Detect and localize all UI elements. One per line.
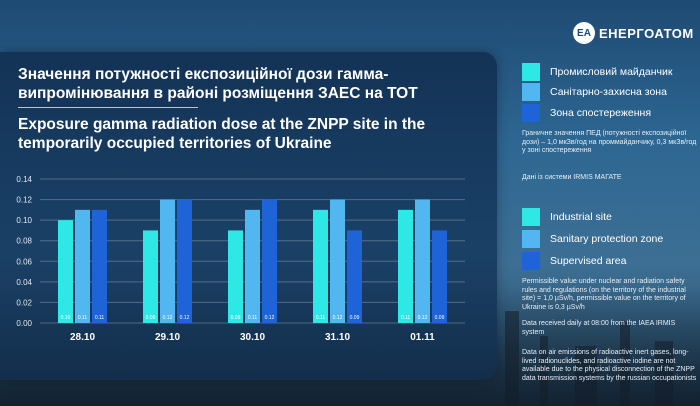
energoatom-logo: EA ЕНЕРГОАТОМ: [573, 22, 694, 44]
note-source-ua: Дані із системи IRMIS МАГАТЕ: [522, 174, 622, 181]
bar: [347, 230, 362, 323]
logo-text: ЕНЕРГОАТОМ: [599, 25, 694, 41]
bar-value-label: 0.09: [350, 315, 360, 321]
x-tick-label: 29.10: [155, 332, 180, 343]
bar-value-label: 0.11: [95, 315, 105, 321]
legend-item-supervised-en: Supervised area: [522, 252, 626, 270]
x-tick-label: 28.10: [70, 332, 95, 343]
x-tick-label: 31.10: [325, 332, 350, 343]
x-tick-label: 30.10: [240, 332, 265, 343]
note-limits-ua: Граничне значення ПЕД (потужності експоз…: [522, 130, 697, 154]
bar-value-label: 0.11: [78, 315, 88, 321]
bar-value-label: 0.12: [163, 315, 173, 321]
legend-swatch: [522, 252, 540, 270]
bar-value-label: 0.11: [248, 315, 258, 321]
bar: [160, 199, 175, 323]
legend-item-industrial-ua: Промисловий майданчик: [522, 63, 673, 81]
logo-mark-icon: EA: [573, 22, 595, 44]
title-divider: [18, 107, 198, 108]
y-tick-label: 0.10: [16, 216, 32, 225]
bar-value-label: 0.11: [401, 315, 411, 321]
title-ukrainian: Значення потужності експозиційної дози г…: [18, 66, 418, 102]
y-tick-label: 0.02: [16, 298, 32, 307]
y-tick-label: 0.00: [16, 319, 32, 328]
bar: [330, 199, 345, 323]
bar: [92, 209, 107, 323]
y-tick-label: 0.06: [16, 257, 32, 266]
legend-label: Industrial site: [550, 211, 612, 223]
bar: [58, 220, 73, 323]
bar-value-label: 0.09: [231, 315, 241, 321]
bar-value-label: 0.12: [265, 315, 275, 321]
bar-value-label: 0.11: [316, 315, 326, 321]
legend-label: Зона спостереження: [550, 107, 652, 119]
legend-item-sanitary-en: Sanitary protection zone: [522, 230, 663, 248]
bar-value-label: 0.12: [418, 315, 428, 321]
legend-swatch: [522, 104, 540, 122]
bar: [415, 199, 430, 323]
legend-item-industrial-en: Industrial site: [522, 208, 612, 226]
bar: [177, 199, 192, 323]
bar: [398, 209, 413, 323]
legend-label: Санітарно-захисна зона: [550, 86, 667, 98]
legend-label: Supervised area: [550, 255, 627, 267]
bar: [313, 209, 328, 323]
y-tick-label: 0.14: [16, 175, 32, 184]
bar-chart: 0.00 0.02 0.04 0.06 0.08 0.10 0.12 0.14 0.10 0.11…: [16, 175, 465, 343]
bar-value-label: 0.09: [435, 315, 445, 321]
legend-swatch: [522, 230, 540, 248]
title-english: Exposure gamma radiation dose at the ZNP…: [18, 116, 426, 152]
y-tick-label: 0.04: [16, 278, 32, 287]
y-tick-label: 0.12: [16, 196, 32, 205]
bar: [228, 230, 243, 323]
bar-value-label: 0.12: [333, 315, 343, 321]
note-emissions-en: Data on air emissions of radioactive ine…: [522, 349, 697, 382]
y-tick-label: 0.08: [16, 237, 32, 246]
bar-value-label: 0.12: [180, 315, 190, 321]
legend-swatch: [522, 83, 540, 101]
legend-label: Sanitary protection zone: [550, 233, 664, 245]
bar: [245, 209, 260, 323]
legend-swatch: [522, 63, 540, 81]
x-tick-label: 01.11: [410, 332, 435, 343]
bar: [75, 209, 90, 323]
bar: [432, 230, 447, 323]
bar: [143, 230, 158, 323]
note-limits-en: Permissible value under nuclear and radi…: [522, 278, 686, 311]
legend-swatch: [522, 208, 540, 226]
legend-label: Промисловий майданчик: [550, 66, 673, 78]
note-source-en: Data received daily at 08:00 from the IA…: [522, 320, 676, 336]
legend-item-sanitary-ua: Санітарно-захисна зона: [522, 83, 667, 101]
bar-value-label: 0.10: [61, 315, 71, 321]
bar-value-label: 0.09: [146, 315, 156, 321]
legend-item-supervised-ua: Зона спостереження: [522, 104, 651, 122]
bar: [262, 199, 277, 323]
